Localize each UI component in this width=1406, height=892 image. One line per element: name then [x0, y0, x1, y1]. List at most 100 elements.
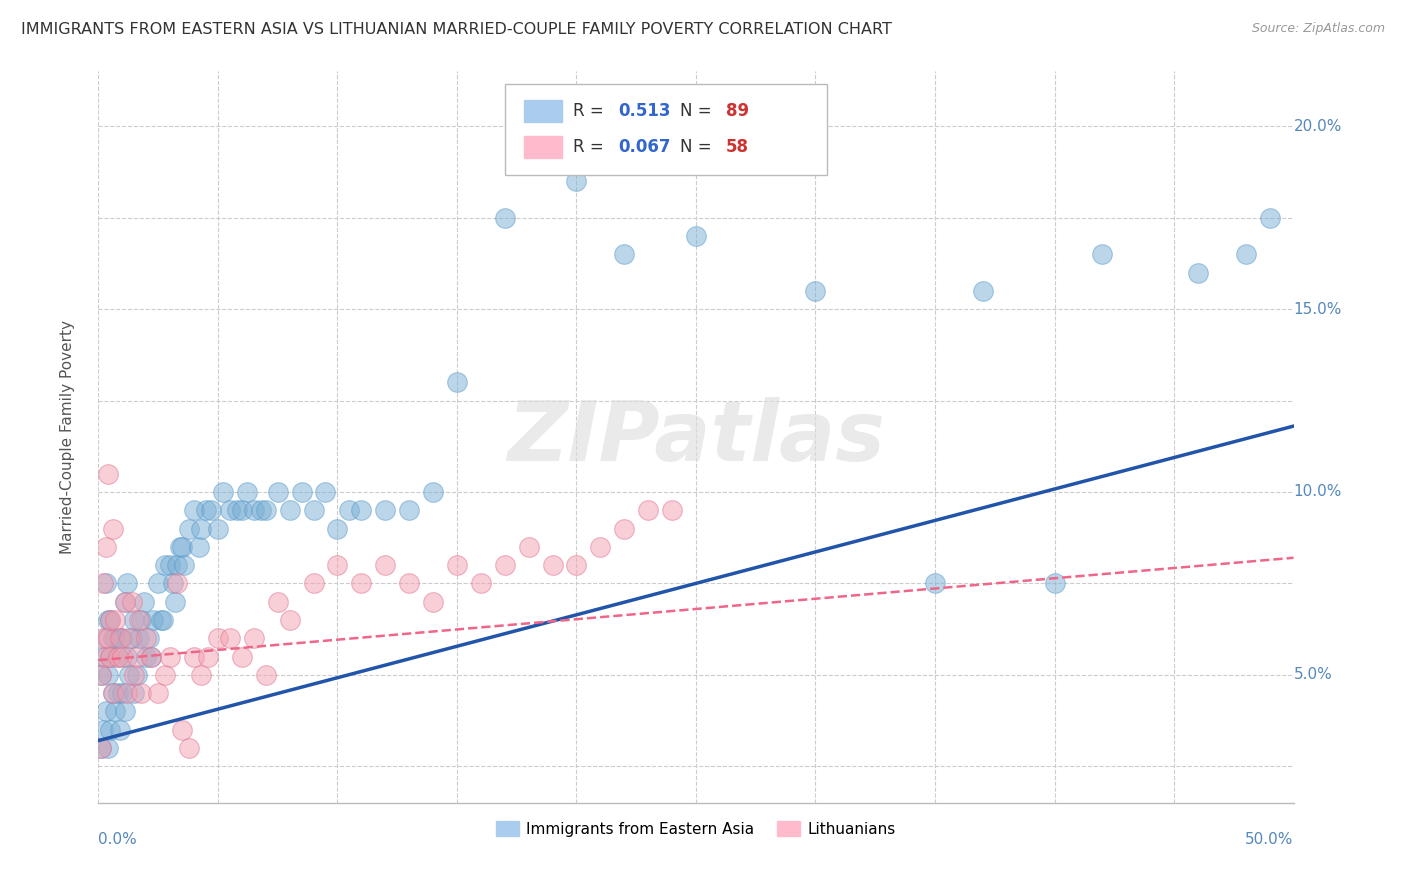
FancyBboxPatch shape — [524, 100, 562, 122]
Legend: Immigrants from Eastern Asia, Lithuanians: Immigrants from Eastern Asia, Lithuanian… — [489, 814, 903, 843]
Point — [565, 174, 588, 188]
Point — [179, 521, 201, 535]
Point — [104, 632, 127, 646]
Point — [219, 632, 242, 646]
Point — [128, 613, 150, 627]
Point — [101, 686, 124, 700]
Point — [163, 594, 186, 608]
Point — [98, 649, 122, 664]
Point — [195, 503, 218, 517]
Point — [121, 594, 143, 608]
Point — [159, 649, 181, 664]
Point — [91, 649, 114, 664]
Text: ZIPatlas: ZIPatlas — [508, 397, 884, 477]
Point — [124, 613, 146, 627]
Point — [219, 503, 242, 517]
Point — [1091, 247, 1114, 261]
Point — [101, 521, 124, 535]
Point — [149, 613, 172, 627]
Text: IMMIGRANTS FROM EASTERN ASIA VS LITHUANIAN MARRIED-COUPLE FAMILY POVERTY CORRELA: IMMIGRANTS FROM EASTERN ASIA VS LITHUANI… — [21, 22, 891, 37]
Point — [661, 503, 683, 517]
Point — [115, 649, 138, 664]
Point — [104, 613, 127, 627]
Point — [111, 632, 134, 646]
Point — [107, 649, 129, 664]
Point — [148, 576, 170, 591]
Point — [613, 521, 636, 535]
Point — [924, 576, 946, 591]
Point — [517, 540, 540, 554]
Point — [94, 632, 117, 646]
Point — [254, 667, 277, 681]
Point — [98, 613, 122, 627]
Y-axis label: Married-Couple Family Poverty: Married-Couple Family Poverty — [60, 320, 75, 554]
Text: N =: N = — [681, 138, 717, 156]
Point — [98, 723, 122, 737]
Point — [155, 558, 177, 573]
Point — [541, 558, 564, 573]
Point — [135, 632, 157, 646]
Point — [107, 686, 129, 700]
Point — [166, 576, 188, 591]
Point — [108, 723, 131, 737]
Point — [494, 211, 516, 225]
Point — [179, 740, 201, 755]
Point — [125, 649, 148, 664]
Text: 15.0%: 15.0% — [1294, 301, 1341, 317]
Text: 0.067: 0.067 — [619, 138, 671, 156]
Point — [187, 540, 209, 554]
Point — [90, 667, 112, 681]
Point — [446, 558, 468, 573]
Point — [115, 686, 138, 700]
Point — [398, 503, 420, 517]
Point — [350, 503, 373, 517]
Point — [250, 503, 273, 517]
FancyBboxPatch shape — [524, 136, 562, 159]
Point — [90, 667, 112, 681]
Point — [326, 521, 349, 535]
Point — [243, 503, 266, 517]
Point — [125, 667, 148, 681]
FancyBboxPatch shape — [505, 84, 827, 175]
Point — [1043, 576, 1066, 591]
Point — [131, 613, 153, 627]
Text: N =: N = — [681, 102, 717, 120]
Point — [302, 576, 325, 591]
Point — [94, 705, 117, 719]
Point — [155, 667, 177, 681]
Point — [172, 540, 194, 554]
Point — [98, 613, 122, 627]
Point — [565, 558, 588, 573]
Point — [108, 632, 131, 646]
Text: R =: R = — [572, 102, 609, 120]
Point — [169, 540, 191, 554]
Point — [190, 521, 212, 535]
Point — [115, 576, 138, 591]
Text: 0.513: 0.513 — [619, 102, 671, 120]
Point — [350, 576, 373, 591]
Point — [267, 594, 290, 608]
Point — [118, 667, 141, 681]
Text: 50.0%: 50.0% — [1246, 832, 1294, 847]
Point — [172, 723, 194, 737]
Point — [291, 485, 314, 500]
Point — [302, 503, 325, 517]
Point — [121, 632, 143, 646]
Point — [972, 284, 994, 298]
Point — [139, 649, 162, 664]
Point — [101, 686, 124, 700]
Point — [207, 632, 229, 646]
Point — [374, 558, 396, 573]
Point — [142, 613, 165, 627]
Point — [398, 576, 420, 591]
Point — [124, 667, 146, 681]
Point — [207, 521, 229, 535]
Point — [267, 485, 290, 500]
Point — [108, 632, 131, 646]
Point — [94, 649, 117, 664]
Text: 89: 89 — [725, 102, 749, 120]
Point — [91, 723, 114, 737]
Point — [159, 558, 181, 573]
Point — [138, 632, 160, 646]
Point — [231, 649, 253, 664]
